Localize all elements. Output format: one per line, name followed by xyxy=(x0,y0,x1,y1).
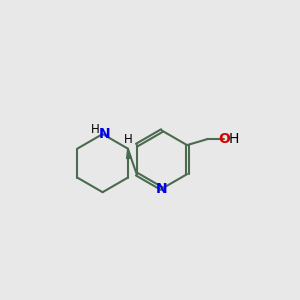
Polygon shape xyxy=(127,148,131,159)
Text: H: H xyxy=(91,123,100,136)
Text: H: H xyxy=(228,132,238,146)
Text: H: H xyxy=(123,133,132,146)
Text: N: N xyxy=(156,182,168,196)
Text: O: O xyxy=(218,132,230,146)
Text: N: N xyxy=(99,127,110,141)
